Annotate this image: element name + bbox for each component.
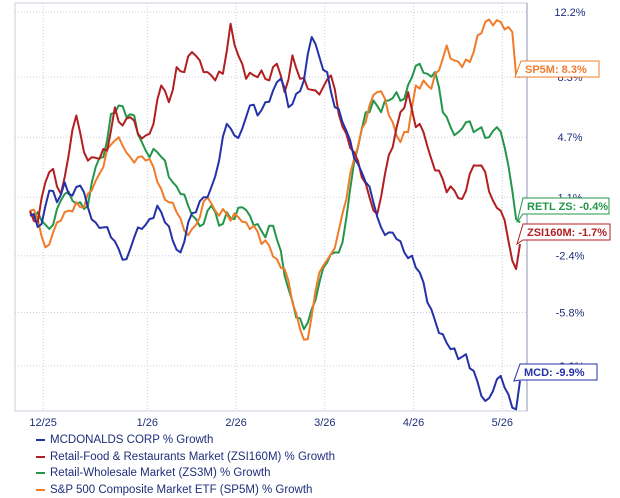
legend: MCDONALDS CORP % Growth Retail-Food & Re…	[36, 432, 335, 498]
series-line-mcd	[29, 36, 521, 411]
end-label-box-mcd	[513, 363, 598, 382]
legend-swatch-mcd	[36, 439, 45, 442]
legend-label-zsi160m: Retail-Food & Restaurants Market (ZSI160…	[50, 450, 336, 463]
series-line-zsi160m	[29, 22, 521, 271]
y-tick-label: 12.2%	[554, 7, 585, 19]
legend-item-mcd: MCDONALDS CORP % Growth	[36, 432, 335, 449]
legend-item-sp5m: S&P 500 Composite Market ETF (SP5M) % Gr…	[36, 482, 335, 498]
end-label-mcd: MCD: -9.9%	[524, 367, 585, 379]
y-tick-label: -5.8%	[556, 308, 585, 320]
y-tick-label: 4.7%	[557, 132, 582, 144]
end-label-sp5m: SP5M: 8.3%	[525, 64, 587, 76]
end-label-box-zs3m	[516, 197, 610, 223]
legend-swatch-sp5m	[36, 488, 45, 491]
x-tick-label: 12/25	[29, 417, 57, 429]
x-tick-label: 1/26	[137, 417, 158, 429]
end-label-zsi160m: ZSI160M: -1.7%	[527, 227, 607, 239]
series-line-sp5m	[29, 18, 521, 341]
y-tick-label: -2.4%	[556, 251, 585, 263]
end-label-zs3m: RETL ZS: -0.4%	[527, 201, 608, 213]
end-label-box-zsi160m	[516, 223, 611, 246]
legend-label-sp5m: S&P 500 Composite Market ETF (SP5M) % Gr…	[50, 483, 313, 496]
end-label-box-sp5m	[514, 60, 600, 78]
legend-swatch-zsi160m	[36, 455, 45, 458]
x-tick-label: 4/26	[403, 417, 424, 429]
legend-label-mcd: MCDONALDS CORP % Growth	[50, 434, 214, 446]
x-tick-label: 2/26	[225, 417, 246, 429]
legend-item-zsi160m: Retail-Food & Restaurants Market (ZSI160…	[36, 449, 335, 466]
legend-swatch-zs3m	[36, 472, 45, 475]
series-line-zs3m	[29, 62, 521, 331]
legend-item-zs3m: Retail-Wholesale Market (ZS3M) % Growth	[36, 465, 335, 482]
x-tick-label: 3/26	[314, 417, 335, 429]
legend-label-zs3m: Retail-Wholesale Market (ZS3M) % Growth	[50, 467, 271, 479]
x-tick-label: 5/26	[492, 417, 513, 429]
